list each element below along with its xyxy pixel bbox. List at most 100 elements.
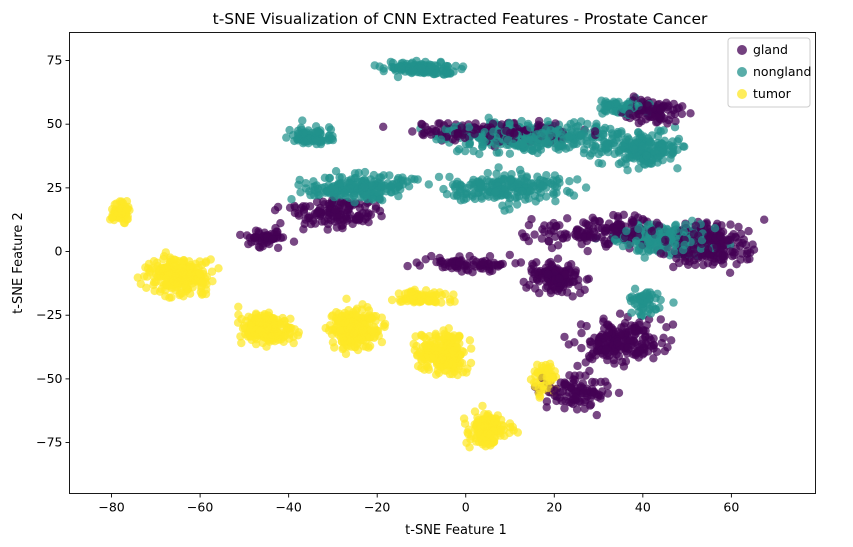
point-tumor [365, 341, 375, 351]
point-tumor [476, 422, 486, 432]
point-gland [268, 235, 277, 244]
point-gland [310, 209, 320, 218]
point-nongland [385, 171, 394, 180]
point-nongland [673, 137, 682, 146]
point-gland [592, 410, 601, 420]
point-tumor [432, 370, 441, 379]
point-gland [661, 235, 670, 245]
point-nongland [478, 142, 487, 151]
point-gland [712, 243, 721, 252]
point-tumor [432, 343, 441, 352]
point-gland [577, 328, 586, 338]
point-gland [408, 127, 417, 136]
point-nongland [634, 164, 643, 173]
point-tumor [466, 358, 476, 368]
chart-title: t-SNE Visualization of CNN Extracted Fea… [213, 10, 708, 28]
point-tumor [161, 292, 170, 301]
point-gland [588, 377, 597, 387]
point-nongland [644, 140, 653, 149]
point-tumor [197, 283, 206, 293]
point-gland [576, 288, 585, 298]
point-gland [659, 333, 668, 342]
point-gland [575, 371, 584, 380]
point-nongland [680, 240, 689, 250]
point-nongland [634, 307, 644, 316]
point-nongland [627, 292, 637, 301]
point-gland [577, 343, 586, 353]
legend-label-tumor: tumor [753, 86, 792, 101]
point-tumor [133, 273, 142, 282]
point-gland [285, 203, 295, 212]
point-gland [619, 322, 629, 331]
point-gland [463, 259, 472, 268]
point-tumor [179, 292, 188, 301]
point-nongland [475, 149, 484, 159]
point-tumor [208, 277, 217, 286]
point-gland [527, 215, 536, 224]
point-gland [583, 246, 592, 256]
point-nongland [314, 190, 323, 199]
point-gland [271, 223, 280, 233]
point-gland [542, 403, 551, 412]
point-nongland [408, 58, 417, 67]
point-gland [639, 325, 648, 335]
point-nongland [671, 225, 680, 234]
point-tumor [333, 315, 342, 325]
point-gland [647, 227, 656, 236]
x-tick-label: 60 [723, 500, 739, 515]
point-nongland [375, 195, 385, 204]
point-nongland [614, 159, 624, 169]
point-gland [668, 320, 678, 329]
point-tumor [149, 278, 159, 287]
x-tick-label: −60 [187, 500, 213, 515]
point-tumor [336, 326, 345, 335]
legend-label-nongland: nongland [753, 64, 811, 79]
point-nongland [542, 171, 551, 180]
point-gland [716, 232, 725, 241]
point-gland [546, 288, 556, 298]
point-nongland [538, 181, 547, 191]
point-tumor [394, 289, 404, 298]
point-gland [301, 202, 310, 211]
point-gland [415, 261, 424, 270]
point-gland [734, 222, 743, 232]
point-gland [521, 232, 531, 242]
x-axis-ticks: −80 −60 −40 −20 0 20 40 60 [98, 493, 739, 515]
point-nongland [464, 122, 474, 132]
point-nongland [312, 136, 322, 146]
point-nongland [498, 201, 507, 210]
point-gland [667, 110, 676, 120]
point-tumor [535, 393, 544, 402]
point-nongland [681, 220, 690, 229]
point-gland [258, 242, 267, 251]
point-nongland [350, 169, 360, 178]
point-tumor [396, 297, 405, 306]
point-gland [530, 230, 539, 239]
point-gland [638, 335, 647, 344]
point-gland [649, 344, 658, 353]
point-nongland [637, 142, 647, 151]
point-nongland [442, 190, 452, 199]
point-tumor [267, 332, 276, 341]
point-gland [691, 221, 700, 230]
y-axis-label: t-SNE Feature 2 [11, 212, 26, 314]
point-gland [618, 357, 627, 367]
point-nongland [561, 144, 571, 153]
point-nongland [660, 136, 669, 145]
point-tumor [340, 337, 349, 346]
point-gland [579, 388, 588, 398]
point-gland [537, 234, 547, 243]
point-tumor [330, 343, 339, 352]
point-gland [719, 259, 728, 269]
point-tumor [179, 268, 188, 278]
point-gland [323, 225, 332, 234]
point-nongland [592, 119, 601, 128]
point-gland [448, 257, 457, 266]
point-nongland [640, 160, 650, 169]
point-gland [610, 359, 619, 368]
point-nongland [552, 176, 562, 185]
point-nongland [545, 132, 554, 141]
point-gland [730, 248, 739, 257]
point-gland [604, 239, 613, 249]
point-gland [418, 129, 427, 139]
